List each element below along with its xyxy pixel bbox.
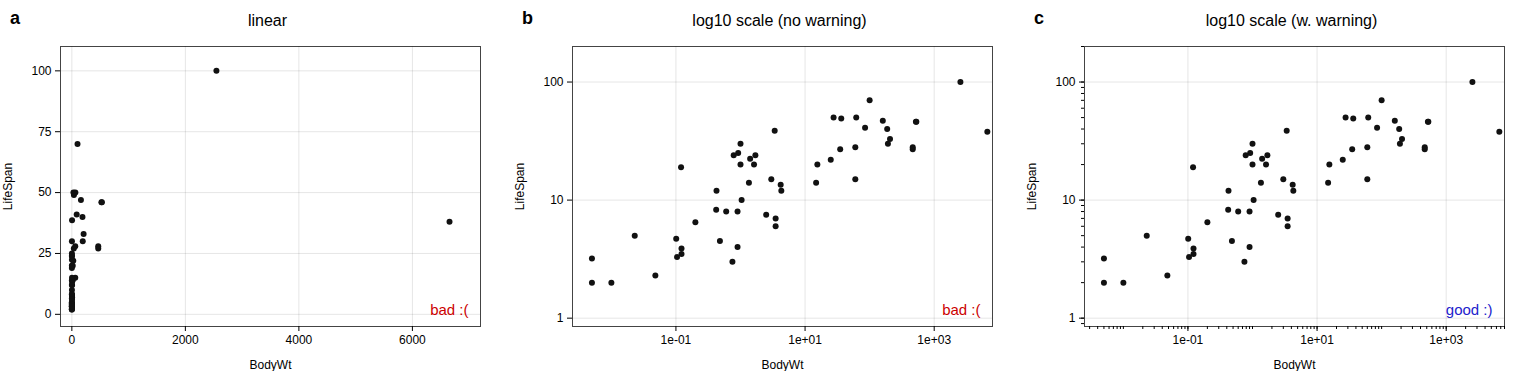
svg-text:1e-01: 1e-01	[1173, 333, 1204, 347]
svg-text:2000: 2000	[172, 333, 199, 347]
svg-text:10: 10	[550, 193, 564, 207]
html-text:log10 scale (w. warning): log10 scale (w. warning)	[1205, 12, 1378, 29]
svg-text:0: 0	[69, 333, 76, 347]
svg-text:100: 100	[543, 75, 563, 89]
svg-text:100: 100	[1055, 75, 1075, 89]
svg-text:1e+03: 1e+03	[917, 333, 951, 347]
svg-text:0: 0	[45, 307, 52, 321]
svg-text:1e+03: 1e+03	[1429, 333, 1463, 347]
svg-text:BodyWt: BodyWt	[761, 358, 804, 372]
svg-text:4000: 4000	[286, 333, 313, 347]
html-text:linear: linear	[247, 12, 288, 29]
svg-text:BodyWt: BodyWt	[249, 358, 292, 372]
svg-text:25: 25	[38, 246, 52, 260]
html-text:log10 scale (no warning): log10 scale (no warning)	[692, 12, 867, 29]
svg-text:10: 10	[1062, 193, 1076, 207]
svg-text:1e+01: 1e+01	[1300, 333, 1334, 347]
svg-text:75: 75	[38, 125, 52, 139]
svg-text:1: 1	[557, 311, 564, 325]
svg-text:50: 50	[38, 185, 52, 199]
svg-text:good :): good :)	[1446, 301, 1493, 318]
svg-text:LifeSpan: LifeSpan	[1, 163, 15, 210]
svg-text:BodyWt: BodyWt	[1273, 358, 1316, 372]
svg-text:6000: 6000	[399, 333, 426, 347]
svg-text:1e-01: 1e-01	[661, 333, 692, 347]
svg-text:bad :(: bad :(	[430, 301, 468, 318]
html-text:a: a	[10, 8, 20, 28]
svg-text:bad :(: bad :(	[942, 301, 980, 318]
svg-text:LifeSpan: LifeSpan	[513, 163, 527, 210]
html-text:c: c	[1034, 8, 1044, 28]
svg-text:LifeSpan: LifeSpan	[1025, 163, 1039, 210]
html-text:b: b	[522, 8, 533, 28]
svg-text:1e+01: 1e+01	[788, 333, 822, 347]
svg-text:1: 1	[1069, 311, 1076, 325]
svg-text:100: 100	[31, 64, 51, 78]
